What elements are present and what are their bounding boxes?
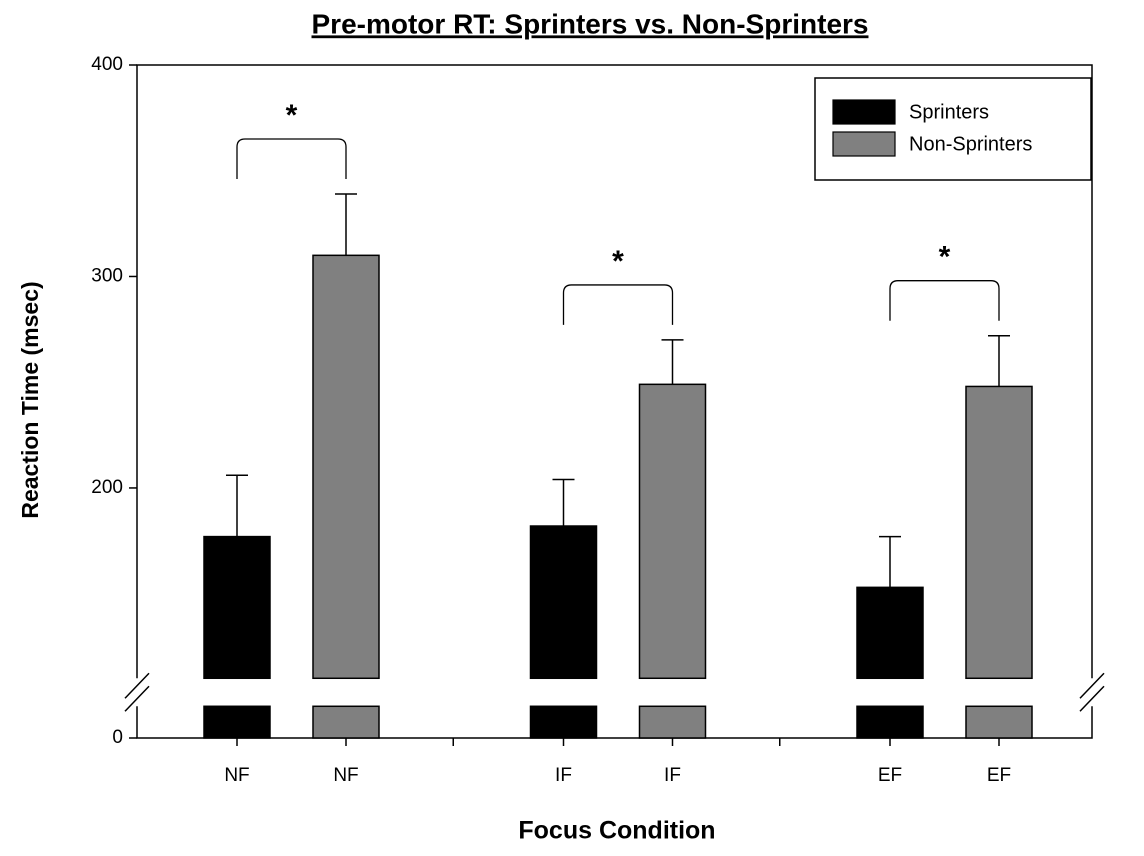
x-tick-label: IF — [664, 765, 681, 786]
significance-label: * — [286, 99, 298, 132]
axis-break-mark — [1079, 685, 1105, 712]
significance-bracket — [562, 284, 674, 325]
axis-break-mark — [124, 672, 150, 699]
x-tick-label: EF — [878, 765, 902, 786]
bar — [203, 535, 271, 680]
significance-bracket — [236, 138, 347, 179]
bar — [856, 586, 924, 680]
x-tick-label: EF — [987, 765, 1011, 786]
chart-title: Pre-motor RT: Sprinters vs. Non-Sprinter… — [312, 8, 869, 39]
y-tick-label: 300 — [91, 265, 123, 286]
y-axis-label: Reaction Time (msec) — [17, 281, 43, 518]
x-tick-label: NF — [333, 765, 358, 786]
bar — [965, 385, 1033, 680]
y-tick-label: 200 — [91, 477, 123, 498]
axis-frame — [136, 64, 1093, 739]
legend-label: Sprinters — [909, 101, 989, 123]
x-axis-label: Focus Condition — [518, 817, 715, 845]
bar-stub — [312, 705, 380, 739]
x-tick-label: IF — [555, 765, 572, 786]
axis-break-mark — [124, 685, 150, 712]
axis-break-mark — [1079, 672, 1105, 699]
bar — [529, 525, 598, 680]
bar-stub — [856, 705, 924, 739]
bar-stub — [965, 705, 1033, 739]
bar — [638, 383, 707, 680]
y-tick-label: 400 — [91, 54, 123, 75]
significance-label: * — [612, 245, 624, 278]
bar — [312, 254, 380, 680]
legend-swatch — [832, 99, 896, 125]
bar-stub — [638, 705, 707, 739]
legend-swatch — [832, 131, 896, 157]
x-tick-label: NF — [224, 765, 249, 786]
legend-label: Non-Sprinters — [909, 133, 1032, 155]
significance-label: * — [939, 241, 951, 274]
y-tick-label: 0 — [112, 727, 123, 748]
significance-bracket — [889, 280, 1000, 321]
bar-stub — [203, 705, 271, 739]
bar-stub — [529, 705, 598, 739]
legend-box — [814, 77, 1092, 181]
